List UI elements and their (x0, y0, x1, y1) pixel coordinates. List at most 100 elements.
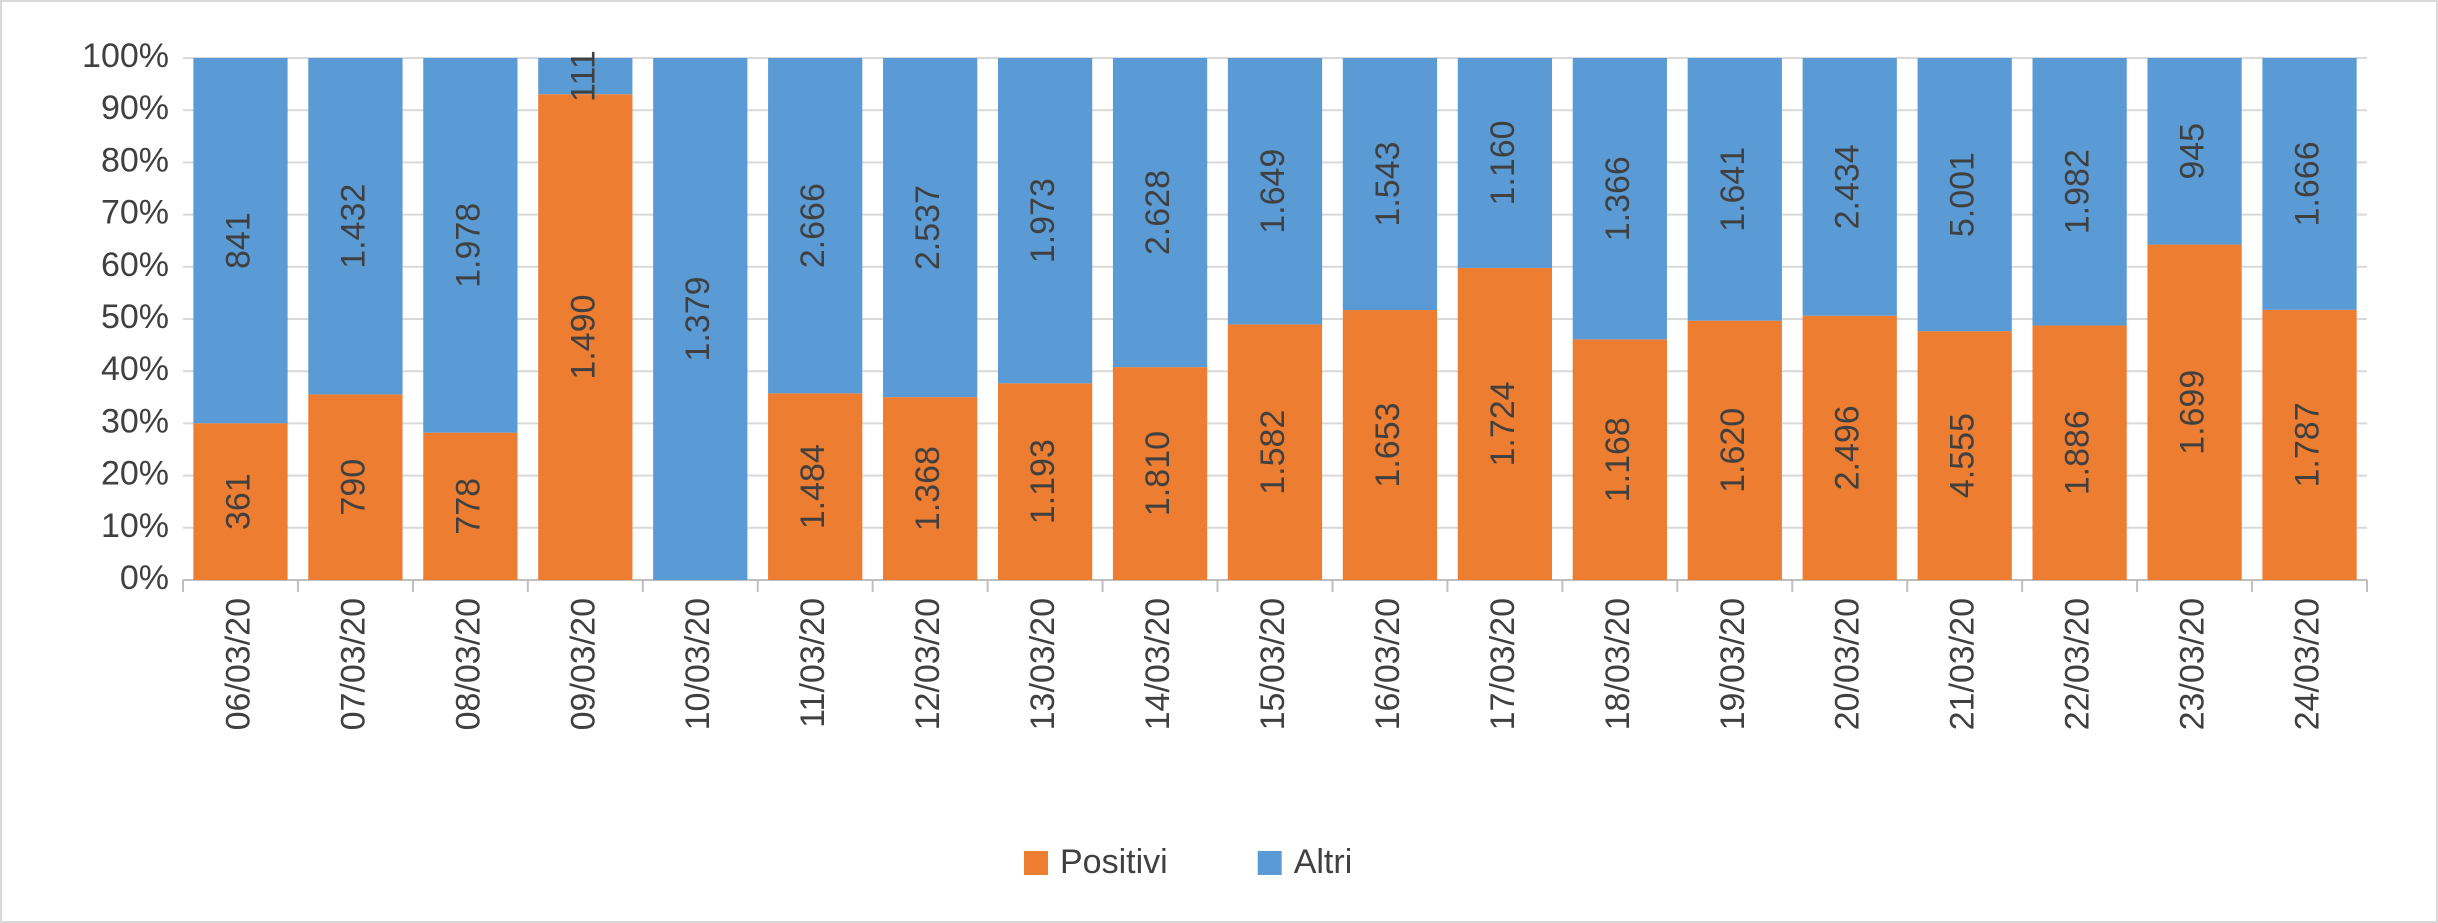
bar-segment (1227, 324, 1323, 580)
x-tick-label: 06/03/20 (219, 598, 257, 730)
data-label: 2.434 (1829, 144, 1867, 229)
bar-segment (1342, 310, 1438, 580)
bar-segment (2032, 58, 2127, 326)
data-label: 1.168 (1599, 417, 1637, 502)
bar-segment (997, 58, 1093, 384)
legend-swatch (1024, 851, 1048, 875)
data-label: 1.193 (1024, 439, 1062, 524)
bar-segment (193, 423, 288, 580)
data-label: 1.484 (794, 444, 832, 529)
bar-segment (1802, 58, 1897, 316)
bar-segment (1917, 331, 2012, 580)
bar-segment (1342, 58, 1438, 311)
bar-segment (1227, 58, 1323, 325)
bar-segment (423, 58, 518, 433)
data-label: 2.496 (1829, 405, 1867, 490)
bar-segment (1457, 267, 1553, 580)
data-label: 2.666 (794, 183, 832, 268)
bar-segment (1112, 58, 1208, 368)
x-tick-label: 23/03/20 (2174, 598, 2212, 730)
bar-segment (308, 58, 403, 395)
data-label: 111 (564, 50, 602, 102)
data-label: 1.653 (1369, 402, 1407, 487)
bar-segment (768, 393, 863, 580)
bar-segment (1687, 320, 1782, 580)
bar-segment (2262, 58, 2357, 310)
x-tick-label: 12/03/20 (909, 598, 947, 730)
bar-segment (538, 94, 633, 580)
data-label: 1.787 (2289, 402, 2327, 487)
data-label: 790 (334, 459, 372, 516)
bar-segment (883, 58, 978, 398)
data-label: 1.620 (1714, 408, 1752, 493)
y-tick-label: 60% (101, 246, 169, 284)
x-tick-label: 11/03/20 (794, 598, 832, 728)
data-label: 1.699 (2174, 370, 2212, 455)
y-tick-label: 80% (101, 141, 169, 179)
data-label: 945 (2174, 123, 2212, 180)
x-tick-label: 14/03/20 (1139, 598, 1177, 730)
data-label: 1.978 (449, 203, 487, 288)
data-label: 1.379 (679, 276, 717, 361)
data-label: 1.810 (1139, 431, 1177, 516)
data-label: 2.537 (909, 185, 947, 270)
x-tick-label: 08/03/20 (449, 598, 487, 730)
y-tick-label: 20% (101, 455, 169, 493)
data-label: 1.366 (1599, 156, 1637, 241)
x-tick-label: 24/03/20 (2289, 598, 2327, 730)
bar-segment (768, 58, 863, 394)
y-tick-label: 50% (101, 298, 169, 336)
bar-segment (653, 58, 748, 580)
bar-segment (423, 432, 518, 580)
bar-segment (1112, 367, 1208, 580)
x-tick-label: 21/03/20 (1944, 598, 1982, 730)
data-label: 1.649 (1254, 149, 1292, 234)
data-label: 1.724 (1484, 381, 1522, 466)
bar-segment (2032, 325, 2127, 580)
data-label: 2.628 (1139, 170, 1177, 255)
y-tick-label: 40% (101, 350, 169, 388)
bar-segment (883, 397, 978, 580)
data-label: 778 (449, 478, 487, 535)
bar-segment (538, 58, 633, 95)
data-label: 1.641 (1714, 147, 1752, 232)
x-tick-label: 16/03/20 (1369, 598, 1407, 730)
data-label: 1.886 (2059, 410, 2097, 495)
bar-segment (1457, 58, 1553, 268)
x-tick-label: 15/03/20 (1254, 598, 1292, 730)
data-label: 4.555 (1944, 413, 1982, 498)
legend-label: Altri (1294, 843, 1353, 881)
x-tick-label: 07/03/20 (334, 598, 372, 730)
bar-segment (2147, 244, 2242, 581)
x-tick-label: 20/03/20 (1829, 598, 1867, 730)
x-tick-label: 22/03/20 (2059, 598, 2097, 730)
y-tick-label: 10% (101, 507, 169, 545)
legend-label: Positivi (1060, 843, 1168, 881)
bar-segment (1917, 58, 2012, 332)
bar-segment (2262, 309, 2357, 580)
data-label: 1.666 (2289, 141, 2327, 226)
x-tick-label: 17/03/20 (1484, 598, 1522, 730)
data-label: 1.543 (1369, 141, 1407, 226)
data-label: 1.582 (1254, 410, 1292, 495)
data-label: 1.432 (334, 184, 372, 269)
bar-segment (308, 394, 403, 580)
data-label: 1.160 (1484, 120, 1522, 205)
x-tick-label: 09/03/20 (564, 598, 602, 730)
data-label: 361 (219, 473, 257, 530)
bar-segment (193, 58, 288, 424)
legend-swatch (1257, 851, 1282, 875)
bar-segment (1572, 58, 1667, 340)
x-tick-label: 13/03/20 (1024, 598, 1062, 730)
data-label: 1.490 (564, 295, 602, 380)
y-tick-label: 90% (101, 89, 169, 127)
bar-segment (1687, 58, 1782, 321)
data-label: 1.368 (909, 446, 947, 531)
y-tick-label: 0% (120, 559, 169, 597)
y-tick-label: 30% (101, 402, 169, 440)
y-tick-label: 70% (101, 194, 169, 232)
x-tick-label: 18/03/20 (1599, 598, 1637, 730)
data-label: 841 (219, 212, 257, 269)
